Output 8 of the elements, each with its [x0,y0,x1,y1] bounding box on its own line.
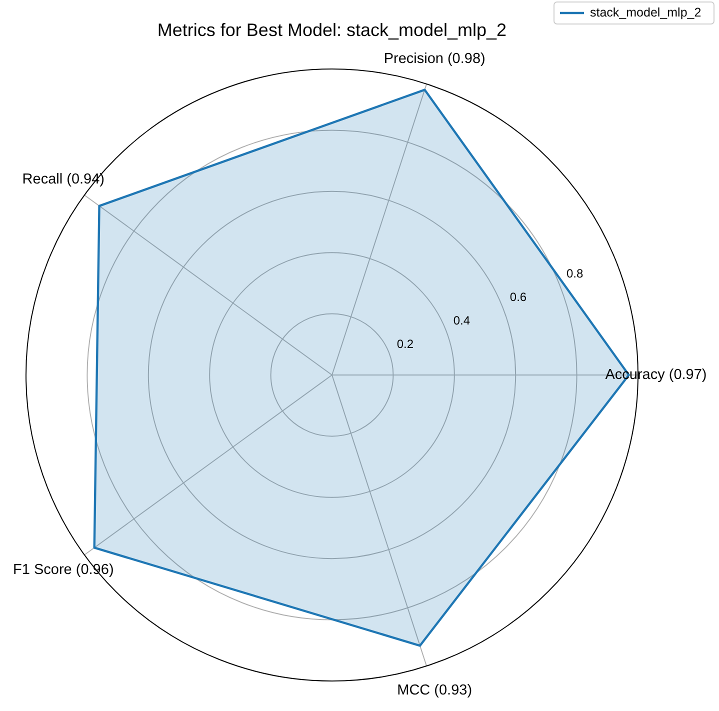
y-tick-label: 0.2 [396,336,414,351]
legend-label: stack_model_mlp_2 [590,5,702,20]
spoke-label: Precision (0.98) [384,51,486,68]
y-tick-label: 0.6 [510,290,527,304]
y-tick-label: 0.8 [566,266,584,281]
y-tick-label: 0.4 [453,313,470,328]
spoke-label: MCC (0.93) [397,682,472,699]
text: Metrics for Best Model: stack_model_mlp_2 [157,20,507,40]
